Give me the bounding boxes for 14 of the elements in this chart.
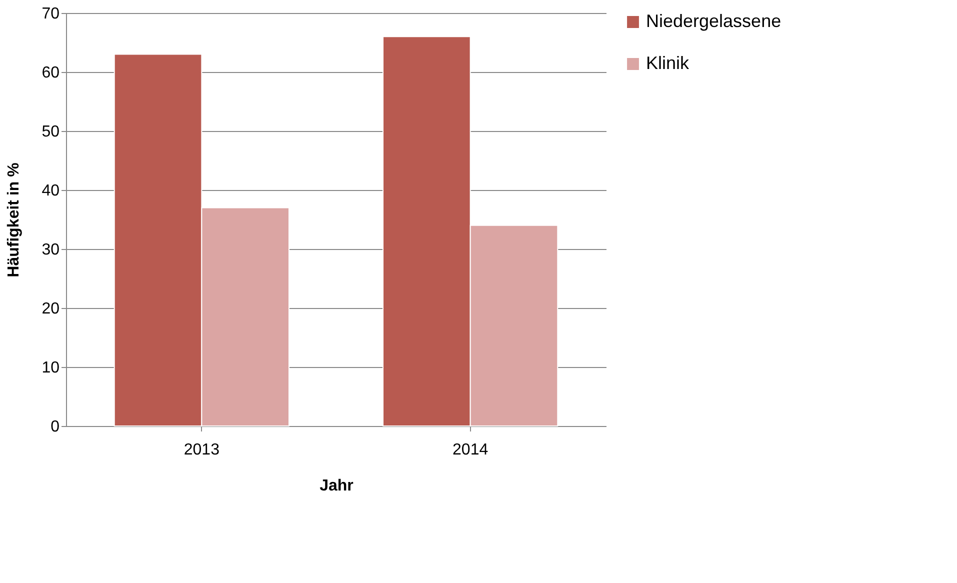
y-tick-label: 30 bbox=[42, 242, 60, 258]
y-axis-title: Häufigkeit in % bbox=[6, 162, 23, 278]
y-tick-label: 60 bbox=[42, 64, 60, 82]
legend-label: Niedergelassene bbox=[646, 11, 782, 31]
y-tick-label: 20 bbox=[42, 300, 60, 318]
x-tick-label: 2014 bbox=[452, 442, 488, 458]
x-tick-label: 2013 bbox=[184, 442, 220, 458]
y-tick-label: 40 bbox=[42, 182, 60, 200]
y-tick-label: 50 bbox=[42, 124, 60, 140]
x-axis-title: Jahr bbox=[320, 478, 354, 494]
y-tick-label: 0 bbox=[50, 418, 60, 436]
y-tick-label: 10 bbox=[42, 360, 60, 376]
legend-label: Klinik bbox=[646, 53, 690, 73]
y-tick-label: 70 bbox=[42, 6, 60, 22]
